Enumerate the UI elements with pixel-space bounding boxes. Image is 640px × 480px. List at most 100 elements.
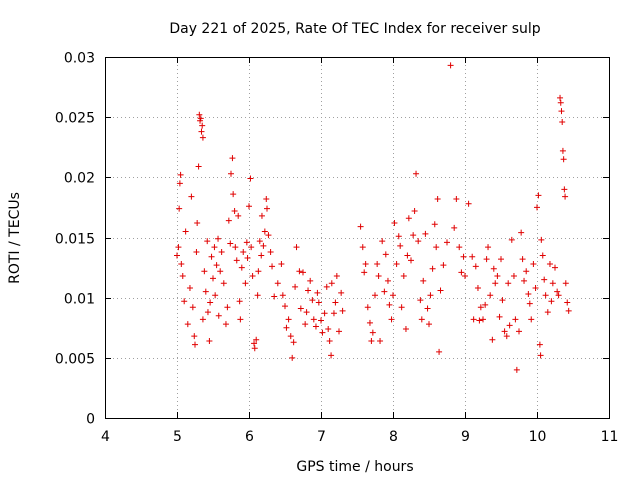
data-point [393,260,400,267]
data-point [333,273,340,280]
data-point [496,313,503,320]
data-point [305,287,312,294]
data-point [437,287,444,294]
data-point [476,317,483,324]
data-point [427,292,434,299]
data-point [512,316,519,323]
data-point [501,328,508,335]
data-point [523,268,530,275]
data-point [208,253,215,260]
data-point [264,205,270,212]
data-point [405,215,412,222]
data-point [222,321,229,328]
data-point [532,285,539,292]
data-point [408,257,414,264]
data-point [199,316,206,323]
data-point [283,324,290,331]
data-point [198,128,205,135]
data-point [194,220,201,227]
data-point [242,280,249,287]
data-point [232,244,239,251]
data-point [513,366,520,373]
data-point [318,317,324,324]
data-point [364,304,371,311]
y-axis-label: ROTI / TECUs [7,192,23,284]
data-point [220,280,227,287]
data-point [261,228,268,235]
data-point [456,244,463,251]
data-point [325,325,332,332]
data-point [362,260,369,267]
data-point [410,232,417,239]
data-point [565,307,572,314]
data-point [417,297,424,304]
x-tick-label: 4 [101,429,110,445]
data-point [402,325,409,332]
data-point [559,147,566,154]
data-point [470,316,477,323]
data-point [243,239,250,246]
data-point [336,328,342,335]
data-point [485,244,492,251]
data-point [212,292,219,299]
data-points [174,62,572,373]
data-point [561,186,568,193]
data-point [224,304,231,311]
data-point [542,292,549,299]
data-point [510,273,517,280]
data-point [361,269,368,276]
data-point [404,252,411,259]
data-point [557,94,564,101]
data-point [307,277,314,284]
data-point [499,297,506,304]
data-point [465,200,472,207]
axis-ticks: 4 5 6 7 8 9 10 11 0 0.005 0.01 0.015 0.02 0.025 0.03 [55,51,619,446]
data-point [559,118,566,125]
data-point [248,244,255,251]
x-tick-label: 11 [601,429,619,445]
data-point [297,305,304,312]
data-point [415,238,422,245]
data-point [462,273,468,280]
data-point [372,292,378,299]
data-point [300,269,306,276]
data-point [469,253,476,260]
data-point [249,273,256,280]
data-point [197,115,204,122]
data-point [274,280,281,287]
data-point [368,337,375,344]
data-point [287,333,294,340]
data-point [460,253,467,260]
data-point [251,340,258,347]
data-point [357,223,364,230]
data-point [480,316,486,323]
data-point [386,301,393,308]
data-point [191,333,198,340]
data-point [328,352,335,359]
data-point [472,263,479,270]
data-point [554,288,561,295]
data-point [182,228,189,235]
data-point [258,212,265,219]
data-point [366,319,373,326]
data-point [391,220,398,227]
data-point [433,244,440,251]
data-point [528,316,535,323]
data-point [516,328,522,335]
data-point [218,248,225,255]
data-point [326,337,333,344]
data-point [279,292,286,299]
data-point [271,293,278,300]
data-point [238,264,245,271]
data-point [236,298,243,305]
data-point [539,252,546,259]
data-point [546,260,553,267]
data-point [377,337,384,344]
data-point [534,204,540,211]
data-point [319,329,326,336]
data-point [519,256,526,263]
data-point [184,321,191,328]
data-point [397,242,404,249]
data-point [323,283,330,290]
data-point [292,283,299,290]
